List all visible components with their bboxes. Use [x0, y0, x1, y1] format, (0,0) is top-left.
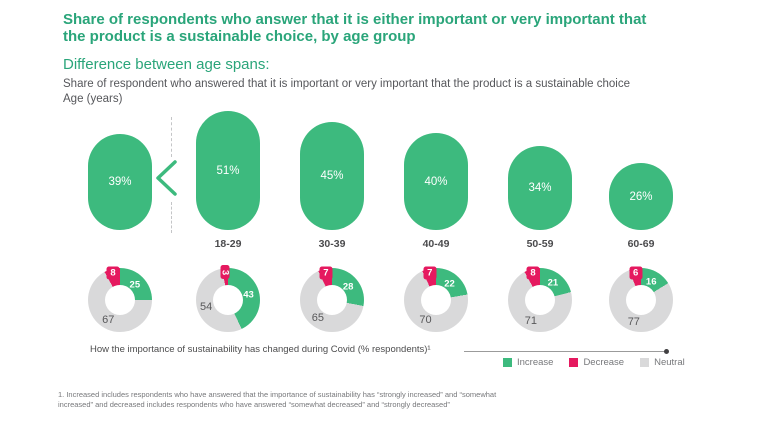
legend-label: Neutral: [654, 357, 685, 368]
chart-column: 45% 30-39 7 28 65: [300, 0, 364, 340]
donut-neutral-label: 70: [419, 314, 432, 327]
donut-neutral-label: 71: [524, 315, 537, 328]
age-group-label: 18-29: [214, 238, 242, 250]
donut-neutral-label: 54: [200, 301, 213, 314]
legend-connector-dot: [664, 349, 669, 354]
bar-pill: 40%: [404, 133, 468, 230]
donut-increase-label: 43: [243, 289, 254, 301]
donut-chart: 7 22 70: [404, 266, 468, 332]
decrease-color-swatch: [569, 358, 579, 367]
footnote: 1. Increased includes respondents who ha…: [58, 390, 497, 410]
legend-item-decrease: Decrease: [569, 357, 624, 368]
donut-increase-label: 22: [444, 278, 455, 290]
bar-pill: 26%: [609, 163, 673, 230]
donut-increase-label: 16: [645, 276, 657, 288]
bar-pill: 34%: [508, 146, 572, 230]
donut-increase-label: 25: [129, 279, 141, 291]
donut-decrease-label: 6: [629, 266, 643, 279]
legend-item-increase: Increase: [503, 357, 553, 368]
section-subtitle: Difference between age spans:: [63, 56, 270, 73]
bar-value-label: 51%: [216, 164, 240, 177]
donut-decrease-label: 8: [526, 266, 540, 280]
bar-pill: 45%: [300, 122, 364, 230]
donut-increase-label: 21: [547, 277, 559, 289]
donut-decrease-label: 7: [423, 266, 437, 280]
legend-label: Increase: [517, 357, 554, 368]
age-axis-label: Age (years): [63, 93, 123, 105]
bar-value-label: 26%: [629, 190, 653, 203]
chart-column: 34% 50-59 8 21 71: [508, 0, 572, 340]
donut-increase-label: 28: [342, 281, 354, 293]
neutral-color-swatch: [640, 358, 650, 367]
divider-dashed-line: [171, 202, 172, 233]
donut-chart: 3 43 54: [196, 265, 260, 332]
donut-decrease-label: 3: [220, 265, 231, 280]
age-group-label: 60-69: [627, 238, 655, 250]
donut-chart: 7 28 65: [300, 266, 364, 332]
legend-connector-line: [464, 351, 666, 352]
bar-value-label: 45%: [320, 170, 344, 182]
donut-chart: 6 16 77: [609, 266, 673, 332]
donut-chart: 8 21 71: [508, 266, 572, 332]
chart-column: 51% 18-29 3 43 54: [196, 0, 260, 340]
donut-decrease-label: 8: [106, 266, 120, 280]
legend: Increase Decrease Neutral: [503, 357, 685, 368]
donut-decrease-label: 7: [319, 266, 333, 280]
legend-label: Decrease: [583, 357, 625, 368]
donut-neutral-label: 67: [102, 313, 115, 326]
donut-neutral-label: 65: [311, 312, 325, 325]
page-title: Share of respondents who answer that it …: [63, 11, 647, 46]
age-group-label: 50-59: [526, 238, 554, 250]
age-group-label: 40-49: [422, 238, 450, 250]
legend-heading: How the importance of sustainability has…: [90, 344, 431, 355]
donut-chart: 8 25 67: [88, 266, 152, 332]
bar-value-label: 39%: [108, 176, 132, 188]
bar-value-label: 34%: [528, 182, 552, 194]
legend-item-neutral: Neutral: [640, 357, 685, 368]
bar-pill: 39%: [88, 134, 152, 230]
divider-dashed-line: [171, 117, 172, 157]
chart-description: Share of respondent who answered that it…: [63, 78, 631, 90]
donut-neutral-label: 77: [627, 315, 640, 328]
chart-column: 26% 60-69 6 16 77: [609, 0, 673, 340]
chart-column: 40% 40-49 7 22 70: [404, 0, 468, 340]
less-than-icon: [156, 160, 177, 196]
increase-color-swatch: [503, 358, 512, 367]
age-group-label: 30-39: [318, 238, 346, 250]
chart-column: 39% 8 25 67: [88, 0, 152, 340]
bar-value-label: 40%: [424, 175, 448, 188]
bar-pill: 51%: [196, 111, 260, 230]
